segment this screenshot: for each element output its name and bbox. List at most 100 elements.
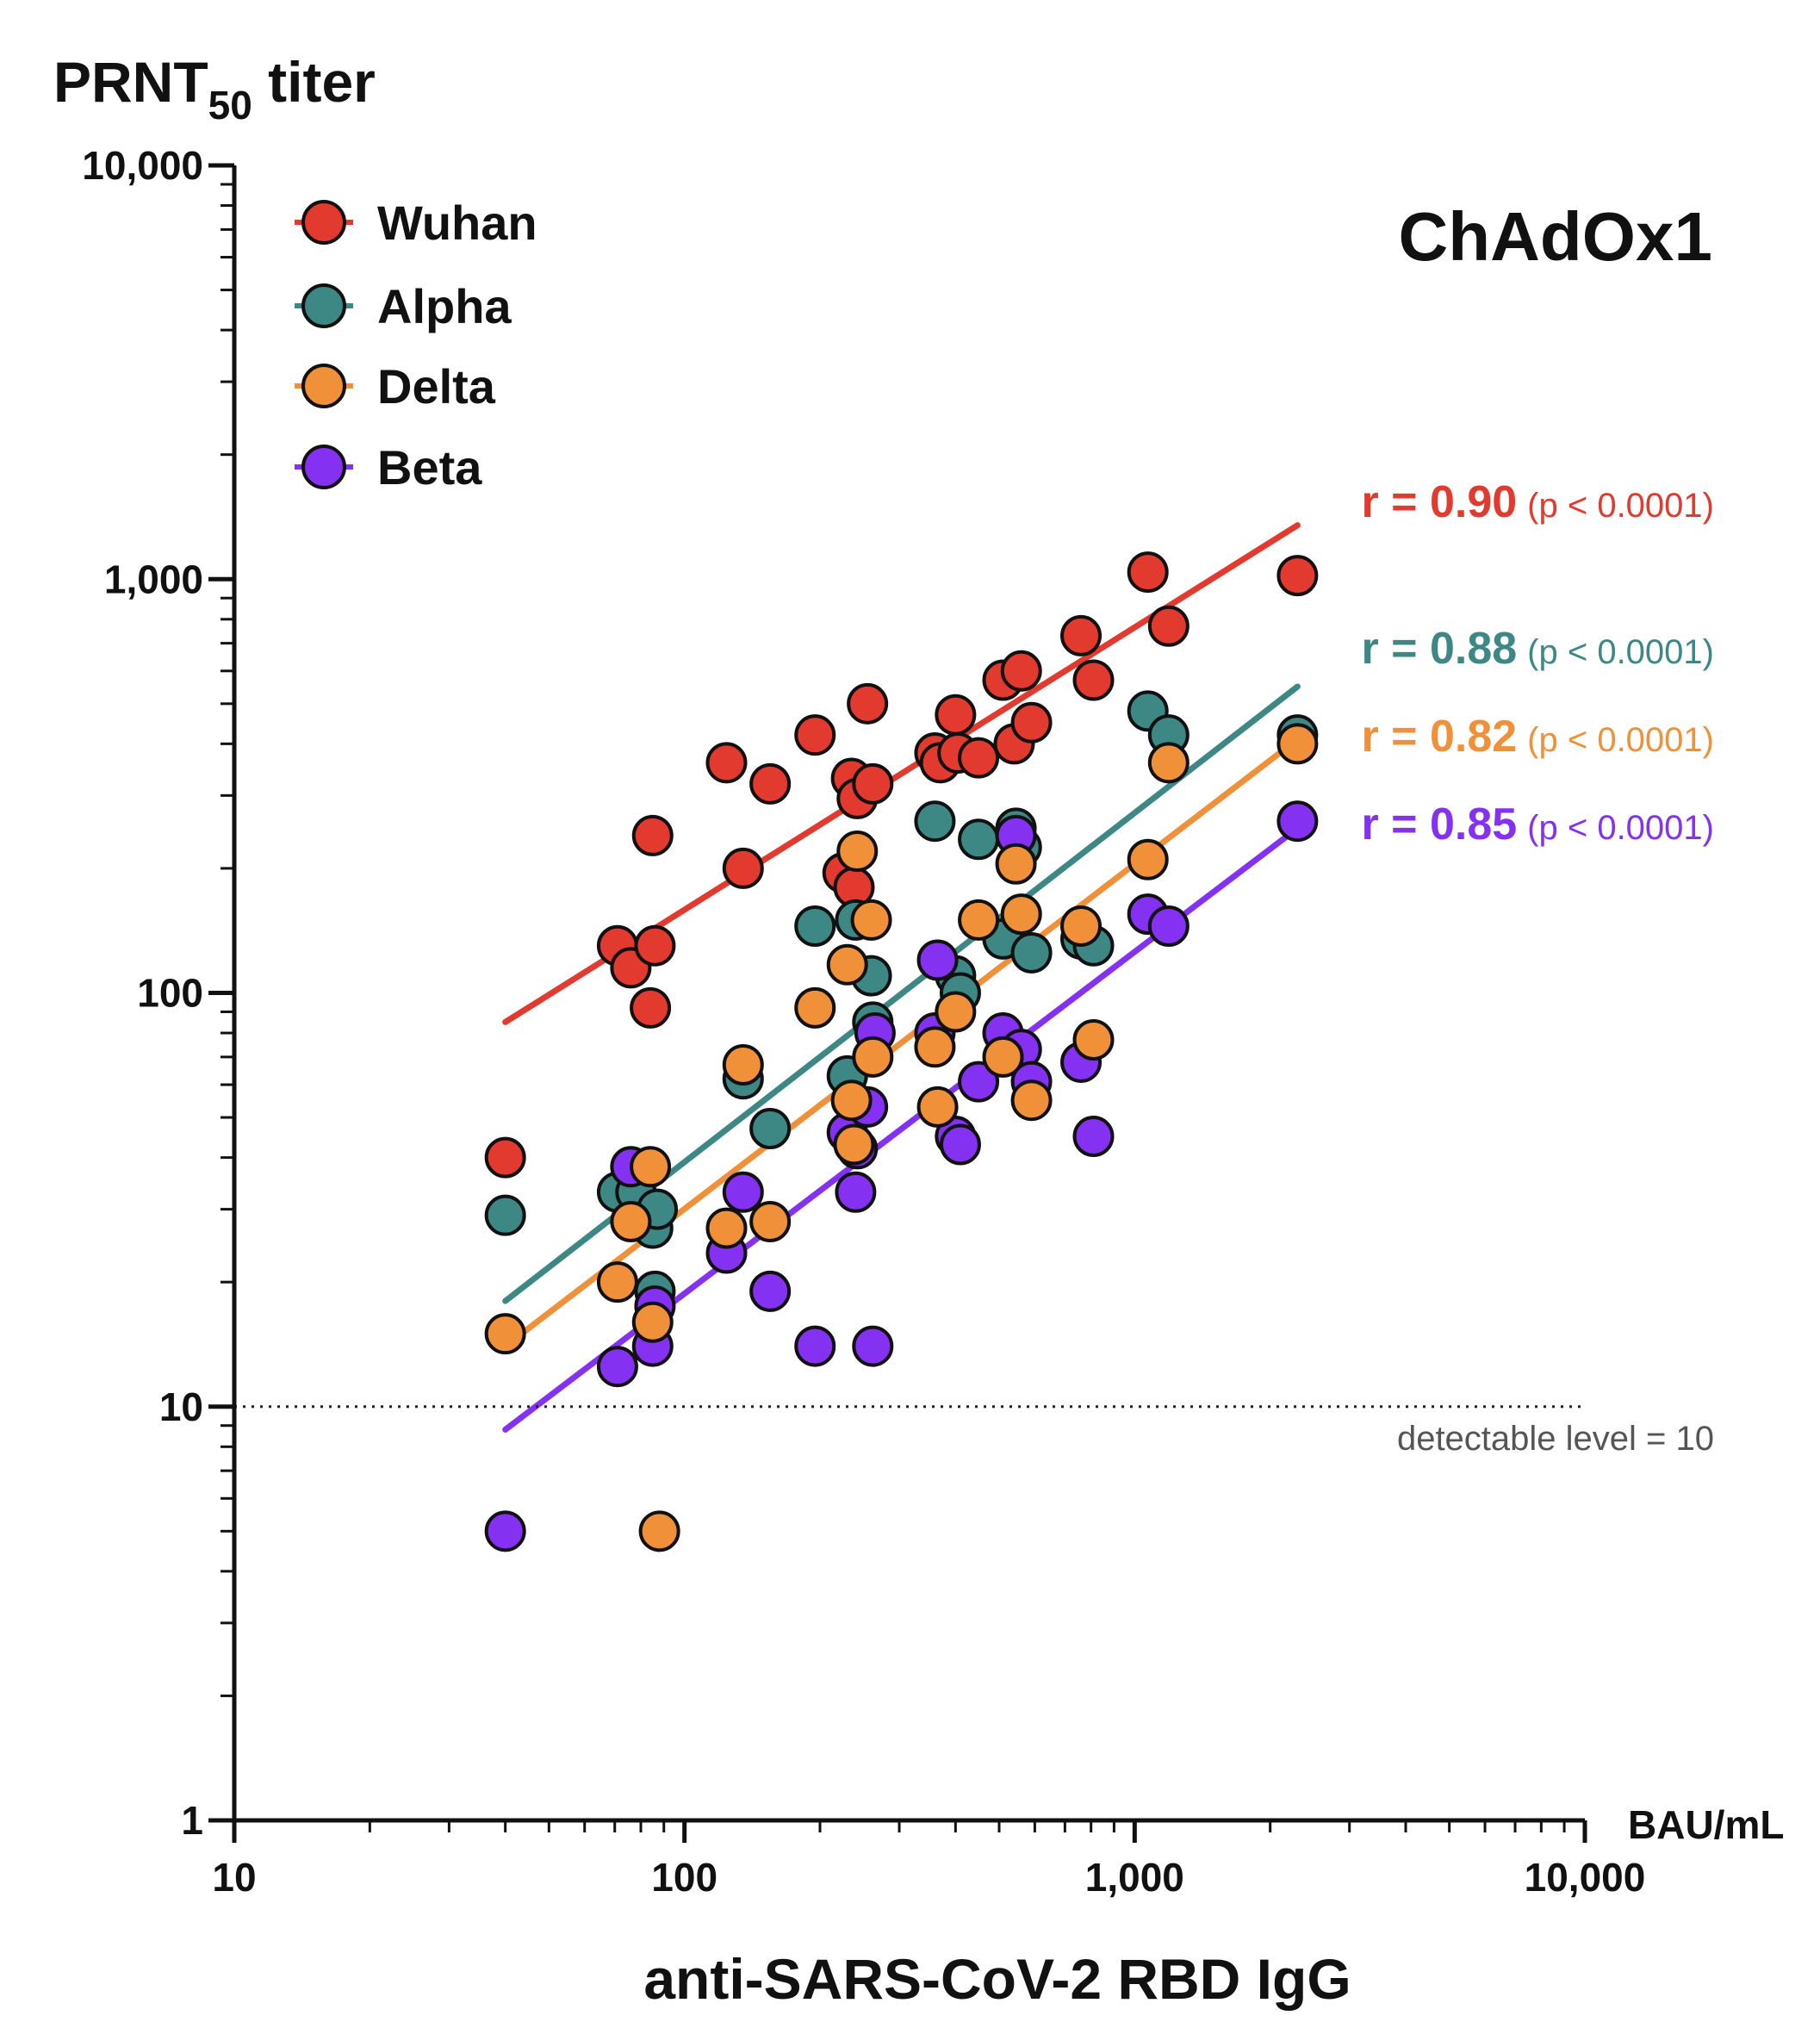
stat-p-wuhan: (p < 0.0001): [1527, 487, 1714, 525]
point-wuhan: [1060, 614, 1103, 656]
stat-p-delta: (p < 0.0001): [1527, 721, 1714, 759]
point-wuhan: [1127, 551, 1169, 594]
x-tick-label: 10: [212, 1855, 256, 1900]
stat-label-alpha: r = 0.88 (p < 0.0001): [1361, 624, 1714, 674]
point-wuhan: [1000, 650, 1042, 692]
point-delta: [852, 1036, 894, 1078]
point-beta: [794, 1325, 836, 1367]
point-delta: [1127, 838, 1169, 880]
point-beta: [1072, 1116, 1115, 1158]
point-delta: [638, 1510, 680, 1552]
reference-line-group: detectable level = 10: [234, 1405, 1714, 1458]
point-wuhan: [935, 694, 977, 736]
point-alpha: [1010, 931, 1053, 974]
point-delta: [1072, 1019, 1115, 1061]
stat-label-delta: r = 0.82 (p < 0.0001): [1361, 712, 1714, 762]
x-axis-unit: BAU/mL: [1628, 1802, 1784, 1847]
y-tick-label: 10: [159, 1384, 203, 1429]
point-delta: [1000, 893, 1042, 936]
data-points: [484, 551, 1319, 1552]
point-delta: [830, 1079, 873, 1122]
point-beta: [939, 1123, 981, 1166]
point-wuhan: [631, 814, 674, 856]
y-axis-label-subscript: 50: [208, 83, 252, 128]
point-beta: [1147, 905, 1190, 948]
legend-marker-beta: [301, 445, 346, 489]
y-axis-label: PRNT50 titer: [53, 50, 376, 128]
point-delta: [833, 1123, 875, 1166]
point-wuhan: [1147, 605, 1190, 647]
y-tick-label: 10,000: [82, 143, 203, 188]
point-wuhan: [634, 924, 676, 967]
point-delta: [610, 1201, 652, 1243]
point-delta: [958, 899, 1000, 941]
point-wuhan: [630, 986, 672, 1029]
y-axis-label-main: PRNT: [53, 50, 208, 114]
y-axis-label-suffix: titer: [252, 50, 376, 114]
point-delta: [935, 991, 977, 1033]
point-beta: [835, 1171, 877, 1213]
stat-label-beta: r = 0.85 (p < 0.0001): [1361, 799, 1714, 849]
point-delta: [1276, 723, 1319, 765]
fit-line-delta: [502, 736, 1301, 1350]
point-delta: [630, 1146, 672, 1188]
point-alpha: [914, 800, 956, 843]
point-wuhan: [1276, 555, 1319, 597]
legend-label-alpha: Alpha: [377, 279, 512, 333]
point-beta: [852, 1325, 894, 1367]
point-delta: [596, 1261, 638, 1303]
point-wuhan: [484, 1136, 526, 1179]
point-wuhan: [1072, 659, 1115, 701]
correlation-labels: r = 0.90 (p < 0.0001) r = 0.88 (p < 0.0001)…: [1361, 477, 1714, 849]
y-tick-label: 1: [181, 1798, 203, 1843]
point-beta: [596, 1346, 638, 1388]
point-delta: [826, 943, 868, 986]
stat-r-alpha: r = 0.88: [1361, 624, 1517, 674]
point-wuhan: [749, 762, 792, 805]
point-alpha: [749, 1107, 792, 1149]
point-delta: [836, 830, 879, 873]
point-delta: [1010, 1079, 1053, 1122]
point-delta: [484, 1313, 526, 1355]
x-tick-label: 100: [651, 1855, 717, 1900]
point-wuhan: [958, 737, 1000, 779]
point-delta: [631, 1301, 674, 1343]
point-delta: [1060, 905, 1103, 948]
point-delta: [995, 843, 1037, 885]
x-tick-label: 1,000: [1085, 1855, 1184, 1900]
stat-r-delta: r = 0.82: [1361, 712, 1517, 762]
stat-r-wuhan: r = 0.90: [1361, 477, 1517, 527]
point-wuhan: [852, 762, 894, 805]
stat-r-beta: r = 0.85: [1361, 799, 1517, 849]
point-wuhan: [1010, 701, 1053, 743]
detectable-level-label: detectable level = 10: [1397, 1420, 1714, 1458]
point-delta: [914, 1026, 956, 1068]
point-delta: [916, 1086, 959, 1128]
y-tick-label: 100: [137, 971, 203, 1016]
point-delta: [982, 1036, 1024, 1078]
point-beta: [722, 1171, 764, 1213]
point-wuhan: [847, 682, 889, 725]
point-beta: [916, 939, 959, 981]
point-alpha: [794, 905, 836, 948]
x-axis-label: anti-SARS-CoV-2 RBD IgG: [643, 1947, 1351, 2011]
legend-marker-wuhan: [301, 200, 346, 245]
point-delta: [1147, 742, 1190, 784]
point-alpha: [484, 1194, 526, 1236]
legend-marker-alpha: [301, 283, 346, 328]
point-beta: [958, 1061, 1000, 1103]
stat-p-beta: (p < 0.0001): [1527, 809, 1714, 847]
point-wuhan: [705, 742, 748, 784]
legend-label-wuhan: Wuhan: [377, 196, 537, 250]
chart-title: ChAdOx1: [1399, 198, 1713, 275]
legend-label-delta: Delta: [377, 359, 496, 414]
point-delta: [749, 1201, 792, 1243]
stat-p-alpha: (p < 0.0001): [1527, 633, 1714, 671]
point-delta: [850, 899, 892, 941]
point-beta: [484, 1510, 526, 1552]
point-wuhan: [722, 847, 764, 889]
legend-label-beta: Beta: [377, 440, 482, 495]
stat-label-wuhan: r = 0.90 (p < 0.0001): [1361, 477, 1714, 527]
